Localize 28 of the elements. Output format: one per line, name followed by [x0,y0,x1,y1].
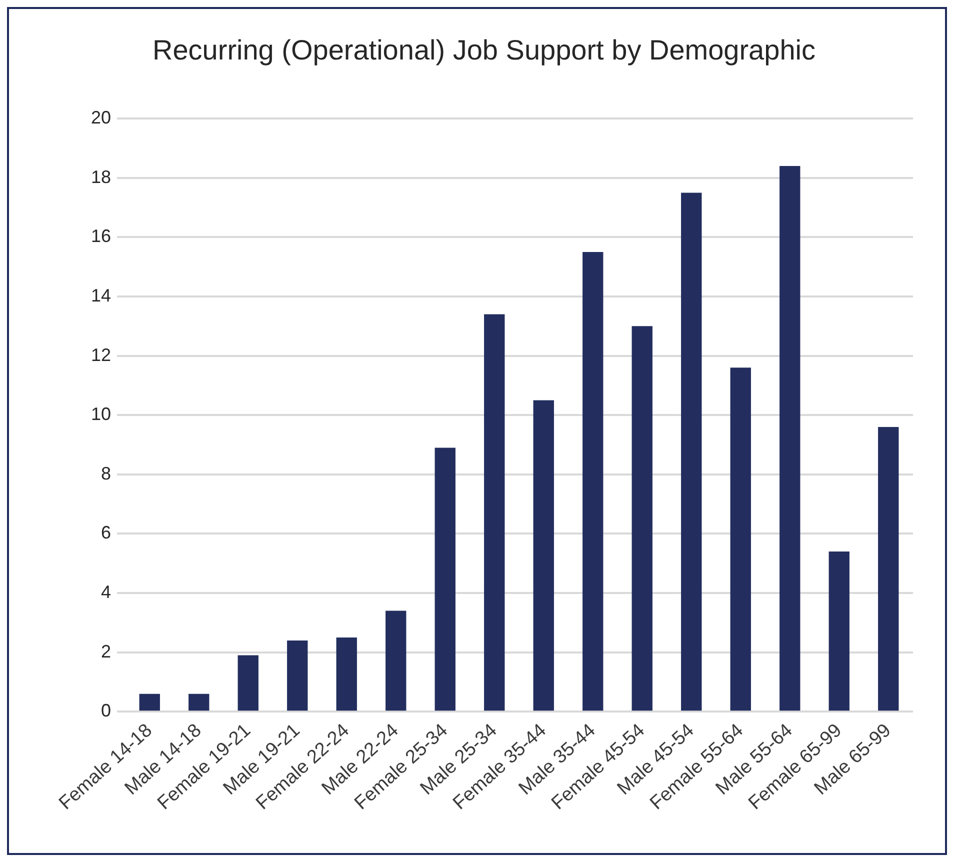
bar [238,655,258,711]
y-tick-label: 2 [100,641,111,662]
bar [828,552,850,711]
y-tick-label: 20 [90,108,111,128]
y-tick-label: 14 [90,285,111,306]
bar [681,192,702,711]
y-tick-label: 0 [100,700,111,721]
bar [582,252,604,711]
bar [780,166,800,711]
y-tick-label: 8 [100,463,111,484]
y-tick-label: 4 [100,582,111,602]
y-tick-label: 18 [90,166,111,187]
bar [386,610,406,711]
y-tick-label: 10 [90,404,111,424]
bar [188,694,210,711]
bar [336,637,357,711]
y-tick-label: 16 [90,226,111,246]
bar [632,326,652,711]
y-tick-label: 12 [90,344,111,365]
chart-title: Recurring (Operational) Job Support by Demographic [152,34,816,66]
bar [533,400,554,711]
bar [139,694,160,711]
bar [484,314,505,711]
bar [434,448,456,711]
y-tick-label: 6 [100,522,111,543]
bar [730,368,751,711]
bar [287,640,308,711]
bar [878,426,899,711]
